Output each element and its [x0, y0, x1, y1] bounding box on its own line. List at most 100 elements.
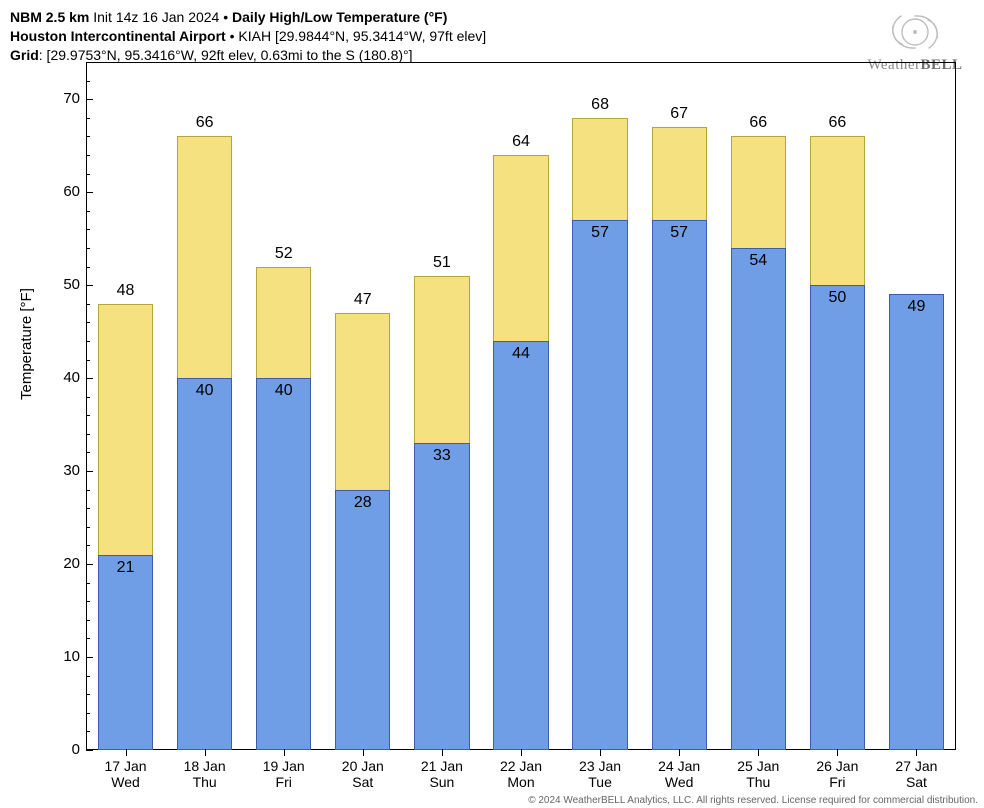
y-minor-tick [86, 211, 90, 212]
low-temp-label: 54 [728, 252, 788, 270]
low-temp-bar [572, 220, 627, 750]
high-temp-label: 68 [570, 96, 630, 114]
low-temp-bar [889, 294, 944, 750]
low-temp-label: 21 [96, 559, 156, 577]
y-minor-tick [86, 583, 90, 584]
x-tick-label: 20 JanSat [323, 758, 403, 790]
y-axis-label: Temperature [°F] [18, 288, 35, 400]
low-temp-label: 40 [254, 382, 314, 400]
y-minor-tick [86, 508, 90, 509]
y-minor-tick [86, 434, 90, 435]
low-temp-label: 50 [807, 289, 867, 307]
high-temp-label: 48 [96, 282, 156, 300]
y-tick-label: 50 [40, 276, 80, 293]
y-minor-tick [86, 267, 90, 268]
hurricane-icon [882, 12, 948, 52]
y-tick [86, 750, 93, 751]
x-tick-label: 23 JanTue [560, 758, 640, 790]
x-tick-label: 25 JanThu [718, 758, 798, 790]
low-temp-bar [256, 378, 311, 750]
y-minor-tick [86, 397, 90, 398]
y-minor-tick [86, 452, 90, 453]
location-meta: • KIAH [29.9844°N, 95.3414°W, 97ft elev] [226, 28, 486, 44]
y-tick [86, 471, 93, 472]
y-tick [86, 378, 93, 379]
y-minor-tick [86, 174, 90, 175]
high-temp-label: 64 [491, 133, 551, 151]
chart-header: NBM 2.5 km Init 14z 16 Jan 2024 • Daily … [10, 8, 486, 65]
low-temp-bar [810, 285, 865, 750]
low-temp-bar [335, 490, 390, 750]
grid-meta: : [29.9753°N, 95.3416°W, 92ft elev, 0.63… [39, 47, 413, 63]
low-temp-label: 49 [886, 298, 946, 316]
low-temp-bar [414, 443, 469, 750]
y-minor-tick [86, 136, 90, 137]
low-temp-label: 57 [649, 224, 709, 242]
copyright-footer: © 2024 WeatherBELL Analytics, LLC. All r… [528, 795, 978, 806]
x-tick-label: 24 JanWed [639, 758, 719, 790]
y-minor-tick [86, 360, 90, 361]
y-minor-tick [86, 229, 90, 230]
x-tick [521, 749, 522, 756]
low-temp-label: 44 [491, 345, 551, 363]
x-tick [758, 749, 759, 756]
y-minor-tick [86, 155, 90, 156]
y-minor-tick [86, 322, 90, 323]
y-minor-tick [86, 601, 90, 602]
grid-label: Grid [10, 47, 39, 63]
x-tick-label: 18 JanThu [165, 758, 245, 790]
y-minor-tick [86, 81, 90, 82]
y-tick [86, 192, 93, 193]
y-tick-label: 60 [40, 183, 80, 200]
init-text: Init 14z 16 Jan 2024 • [89, 9, 232, 25]
low-temp-label: 40 [175, 382, 235, 400]
y-tick [86, 564, 93, 565]
x-tick-label: 26 JanFri [797, 758, 877, 790]
x-tick [205, 749, 206, 756]
location-name: Houston Intercontinental Airport [10, 28, 226, 44]
x-tick-label: 27 JanSat [876, 758, 956, 790]
low-temp-label: 57 [570, 224, 630, 242]
y-minor-tick [86, 304, 90, 305]
low-temp-bar [177, 378, 232, 750]
x-tick [363, 749, 364, 756]
high-temp-label: 51 [412, 254, 472, 272]
y-minor-tick [86, 545, 90, 546]
low-temp-bar [731, 248, 786, 750]
y-minor-tick [86, 118, 90, 119]
y-minor-tick [86, 527, 90, 528]
high-temp-label: 67 [649, 105, 709, 123]
y-tick-label: 10 [40, 648, 80, 665]
y-minor-tick [86, 620, 90, 621]
x-tick [916, 749, 917, 756]
y-tick [86, 657, 93, 658]
y-minor-tick [86, 248, 90, 249]
y-minor-tick [86, 490, 90, 491]
x-tick [679, 749, 680, 756]
y-minor-tick [86, 694, 90, 695]
y-minor-tick [86, 638, 90, 639]
x-tick-label: 19 JanFri [244, 758, 324, 790]
high-temp-label: 66 [175, 114, 235, 132]
y-tick-label: 40 [40, 369, 80, 386]
x-tick-label: 22 JanMon [481, 758, 561, 790]
low-temp-bar [493, 341, 548, 750]
x-tick-label: 21 JanSun [402, 758, 482, 790]
y-tick-label: 70 [40, 90, 80, 107]
high-temp-label: 66 [728, 114, 788, 132]
low-temp-label: 33 [412, 447, 472, 465]
high-temp-label: 66 [807, 114, 867, 132]
high-temp-label: 47 [333, 291, 393, 309]
low-temp-bar [652, 220, 707, 750]
low-temp-label: 28 [333, 494, 393, 512]
y-tick [86, 99, 93, 100]
x-tick [126, 749, 127, 756]
x-tick [600, 749, 601, 756]
y-minor-tick [86, 415, 90, 416]
x-tick [284, 749, 285, 756]
y-tick [86, 285, 93, 286]
x-tick-label: 17 JanWed [86, 758, 166, 790]
x-tick [837, 749, 838, 756]
y-minor-tick [86, 62, 90, 63]
y-tick-label: 30 [40, 462, 80, 479]
